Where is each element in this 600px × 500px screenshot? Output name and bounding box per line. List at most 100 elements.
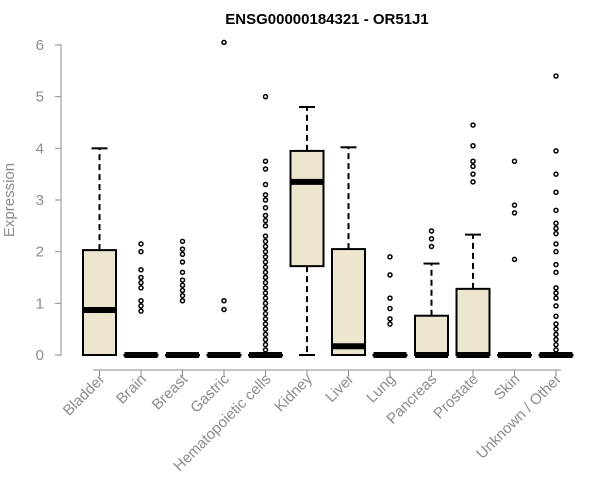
outlier-point [179, 292, 186, 299]
outlier-point [262, 341, 269, 348]
outlier-point [221, 298, 227, 304]
chart-title: ENSG00000184321 - OR51J1 [225, 11, 428, 28]
outlier-point [262, 259, 269, 265]
outlier-point [179, 269, 186, 276]
outlier-point [387, 305, 393, 312]
outlier-point [262, 300, 269, 307]
box-group [331, 146, 366, 356]
outlier-point [179, 282, 186, 288]
outlier-point [179, 246, 186, 252]
x-tick-label: Prostate [430, 371, 482, 423]
outlier-point [262, 243, 269, 250]
outlier-point [179, 251, 186, 257]
outlier-point [262, 269, 269, 276]
outlier-point [138, 248, 144, 255]
y-axis-ticks: 0 1 2 3 4 5 6 [36, 37, 61, 364]
box-body [331, 248, 366, 356]
outlier-point [553, 290, 559, 296]
outlier-point [470, 143, 476, 149]
outlier-point [262, 223, 269, 229]
box-group [123, 241, 159, 358]
outlier-point [387, 295, 393, 301]
outlier-point [221, 306, 227, 313]
outlier-point [553, 261, 559, 268]
y-axis-label: Expression [1, 163, 18, 237]
outlier-point [138, 279, 144, 286]
outlier-point [553, 321, 559, 327]
x-tick-label: Brain [113, 371, 150, 408]
outlier-point [387, 321, 393, 327]
outlier-point [179, 238, 186, 245]
x-tick-label: Kidney [271, 370, 316, 415]
outlier-point [553, 285, 559, 291]
outlier-point [262, 295, 269, 301]
outlier-point [138, 241, 144, 247]
outlier-point [138, 303, 144, 309]
y-tick-label: 4 [36, 140, 44, 157]
outlier-point [138, 267, 144, 273]
box-group [538, 73, 574, 358]
outlier-point [387, 316, 393, 322]
box-group [414, 228, 449, 358]
outlier-point [138, 298, 144, 304]
outlier-point [262, 93, 269, 100]
box-group [165, 238, 200, 358]
y-tick-label: 3 [36, 192, 44, 209]
box-body [455, 287, 491, 356]
outlier-point [262, 326, 269, 332]
box-body [82, 249, 117, 356]
outlier-point [470, 179, 476, 185]
outlier-point [428, 243, 435, 250]
x-tick-label: Liver [322, 371, 357, 406]
outlier-point [511, 202, 518, 208]
outlier-point [262, 212, 269, 219]
box-group [248, 93, 283, 358]
y-tick-label: 6 [36, 37, 44, 54]
outlier-point [553, 269, 559, 276]
outlier-point [470, 158, 476, 164]
outlier-point [553, 326, 559, 332]
outlier-point [262, 279, 269, 286]
outlier-point [262, 197, 269, 203]
outlier-point [262, 264, 269, 270]
outlier-point [428, 236, 435, 242]
outlier-point [470, 171, 476, 177]
x-tick-label: Lung [363, 371, 399, 407]
outlier-point [470, 122, 476, 128]
outlier-point [262, 310, 269, 317]
outlier-point [387, 254, 393, 260]
outlier-point [428, 228, 435, 234]
y-tick-label: 1 [36, 295, 44, 312]
outlier-point [262, 205, 269, 211]
box-body [289, 149, 325, 268]
outlier-point [262, 233, 269, 239]
box-body [414, 314, 449, 357]
box-series [82, 39, 574, 358]
y-tick-label: 5 [36, 89, 44, 106]
outlier-point [262, 321, 269, 327]
outlier-point [262, 166, 269, 172]
outlier-point [553, 341, 559, 348]
outlier-point [553, 73, 559, 79]
outlier-point [553, 189, 559, 195]
outlier-point [553, 171, 559, 177]
outlier-point [553, 230, 559, 237]
outlier-point [138, 308, 144, 314]
outlier-point [553, 225, 559, 232]
outlier-point [511, 256, 518, 263]
outlier-point [553, 148, 559, 154]
outlier-point [387, 272, 393, 278]
outlier-point [553, 241, 559, 247]
box-group [82, 147, 117, 356]
outlier-point [553, 220, 559, 226]
outlier-point [179, 277, 186, 283]
outlier-point [262, 290, 269, 296]
outlier-point [179, 287, 186, 294]
outlier-point [262, 248, 269, 255]
outlier-point [262, 181, 269, 188]
outlier-point [138, 274, 144, 281]
outlier-point [262, 254, 269, 260]
